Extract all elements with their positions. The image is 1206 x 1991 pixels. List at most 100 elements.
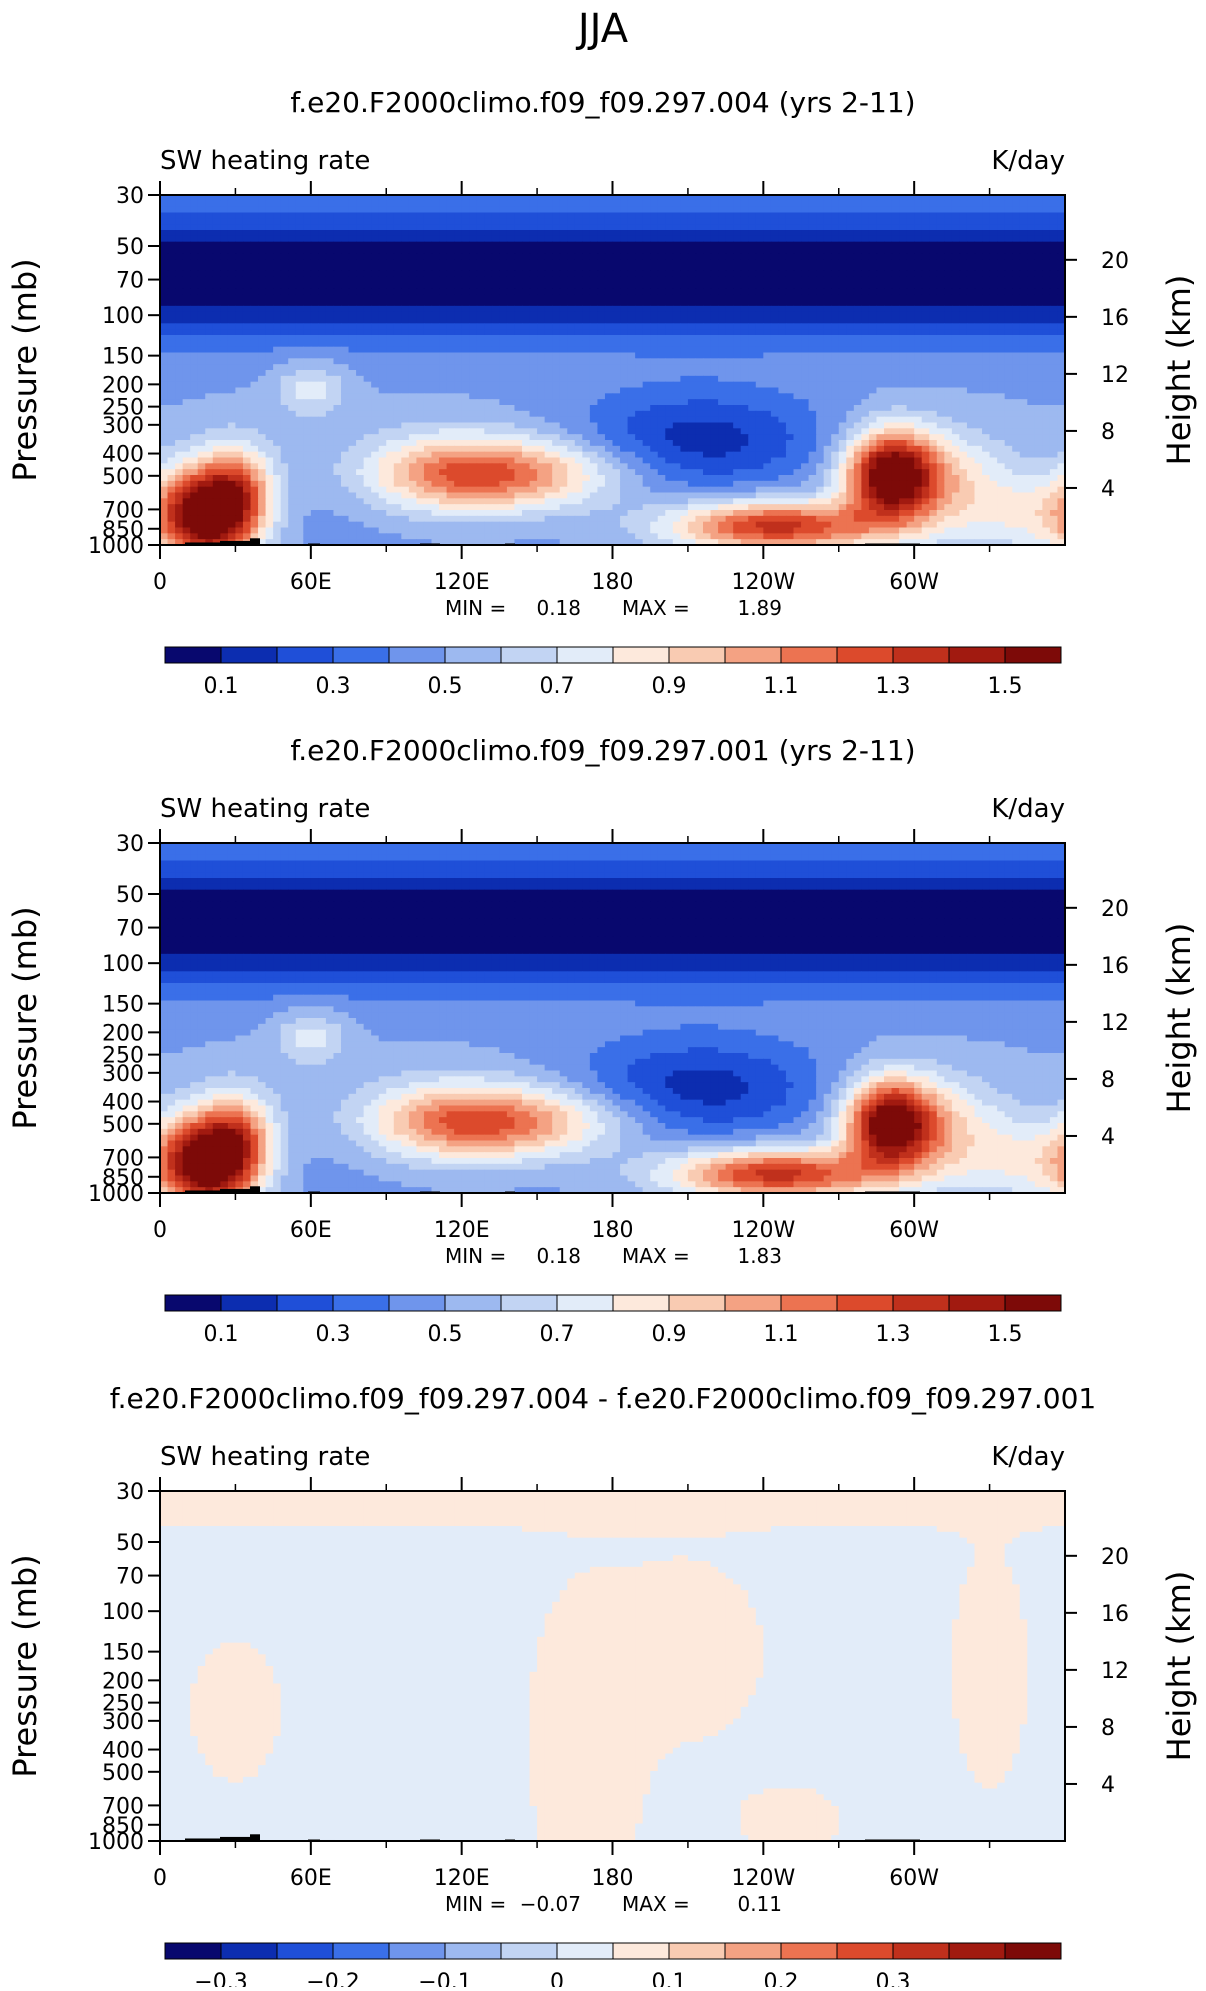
heatmap-cell xyxy=(665,300,673,306)
heatmap-cell xyxy=(386,283,394,289)
heatmap-cell xyxy=(371,329,379,335)
heatmap-cell xyxy=(665,224,673,230)
heatmap-cell xyxy=(243,207,251,213)
heatmap-cell xyxy=(364,236,372,242)
heatmap-cell xyxy=(364,306,372,312)
heatmap-cell xyxy=(560,300,568,306)
heatmap-cell xyxy=(899,300,907,306)
heatmap-cell xyxy=(318,248,326,254)
heatmap-cell xyxy=(582,294,590,300)
heatmap-cell xyxy=(364,230,372,236)
heatmap-cell xyxy=(786,242,794,248)
heatmap-cell xyxy=(763,230,771,236)
heatmap-cell xyxy=(982,224,990,230)
heatmap-cell xyxy=(658,265,666,271)
heatmap-cell xyxy=(190,306,198,312)
heatmap-cell xyxy=(439,271,447,277)
heatmap-cell xyxy=(914,306,922,312)
heatmap-cell xyxy=(288,277,296,283)
heatmap-cell xyxy=(1050,323,1058,329)
heatmap-cell xyxy=(552,271,560,277)
heatmap-cell xyxy=(605,312,613,318)
heatmap-cell xyxy=(530,312,538,318)
heatmap-cell xyxy=(997,207,1005,213)
heatmap-cell xyxy=(492,218,500,224)
heatmap-cell xyxy=(243,248,251,254)
heatmap-cell xyxy=(620,242,628,248)
heatmap-cell xyxy=(809,294,817,300)
heatmap-cell xyxy=(341,248,349,254)
heatmap-cell xyxy=(1012,294,1020,300)
heatmap-cell xyxy=(220,283,228,289)
heatmap-cell xyxy=(763,294,771,300)
heatmap-cell xyxy=(364,218,372,224)
heatmap-cell xyxy=(198,236,206,242)
heatmap-cell xyxy=(824,259,832,265)
heatmap-cell xyxy=(432,253,440,259)
heatmap-cell xyxy=(228,300,236,306)
heatmap-cell xyxy=(492,248,500,254)
heatmap-cell xyxy=(756,224,764,230)
heatmap-cell xyxy=(975,294,983,300)
heatmap-cell xyxy=(786,218,794,224)
heatmap-cell xyxy=(424,294,432,300)
heatmap-cell xyxy=(1050,306,1058,312)
heatmap-cell xyxy=(205,224,213,230)
heatmap-cell xyxy=(198,248,206,254)
heatmap-cell xyxy=(235,207,243,213)
heatmap-cell xyxy=(198,230,206,236)
heatmap-cell xyxy=(364,323,372,329)
heatmap-cell xyxy=(243,236,251,242)
heatmap-cell xyxy=(439,306,447,312)
heatmap-cell xyxy=(975,242,983,248)
heatmap-cell xyxy=(560,277,568,283)
heatmap-cell xyxy=(635,207,643,213)
heatmap-cell xyxy=(673,312,681,318)
heatmap-cell xyxy=(824,230,832,236)
heatmap-cell xyxy=(892,283,900,289)
heatmap-cell xyxy=(726,259,734,265)
heatmap-cell xyxy=(658,218,666,224)
heatmap-cell xyxy=(733,288,741,294)
heatmap-cell xyxy=(718,323,726,329)
heatmap-cell xyxy=(816,248,824,254)
heatmap-cell xyxy=(801,300,809,306)
heatmap-cell xyxy=(771,265,779,271)
heatmap-cell xyxy=(952,312,960,318)
heatmap-cell xyxy=(281,207,289,213)
heatmap-cell xyxy=(892,207,900,213)
heatmap-cell xyxy=(507,218,515,224)
heatmap-cell xyxy=(258,312,266,318)
heatmap-cell xyxy=(1027,323,1035,329)
heatmap-cell xyxy=(884,288,892,294)
heatmap-cell xyxy=(205,248,213,254)
heatmap-cell xyxy=(975,306,983,312)
heatmap-cell xyxy=(371,271,379,277)
heatmap-cell xyxy=(590,300,598,306)
heatmap-cell xyxy=(876,323,884,329)
heatmap-cell xyxy=(281,259,289,265)
heatmap-cell xyxy=(175,207,183,213)
heatmap-cell xyxy=(567,294,575,300)
heatmap-cell xyxy=(364,207,372,213)
heatmap-cell xyxy=(311,218,319,224)
heatmap-cell xyxy=(439,283,447,289)
heatmap-cell xyxy=(771,259,779,265)
heatmap-cell xyxy=(318,253,326,259)
heatmap-cell xyxy=(552,323,560,329)
heatmap-cell xyxy=(1005,312,1013,318)
heatmap-cell xyxy=(861,283,869,289)
heatmap-cell xyxy=(937,218,945,224)
heatmap-cell xyxy=(884,253,892,259)
heatmap-cell xyxy=(522,248,530,254)
heatmap-cell xyxy=(356,306,364,312)
heatmap-cell xyxy=(303,242,311,248)
heatmap-cell xyxy=(530,323,538,329)
heatmap-cell xyxy=(545,218,553,224)
heatmap-cell xyxy=(876,207,884,213)
heatmap-cell xyxy=(711,271,719,277)
heatmap-cell xyxy=(462,242,470,248)
heatmap-cell xyxy=(454,323,462,329)
heatmap-cell xyxy=(869,207,877,213)
heatmap-cell xyxy=(922,201,930,207)
